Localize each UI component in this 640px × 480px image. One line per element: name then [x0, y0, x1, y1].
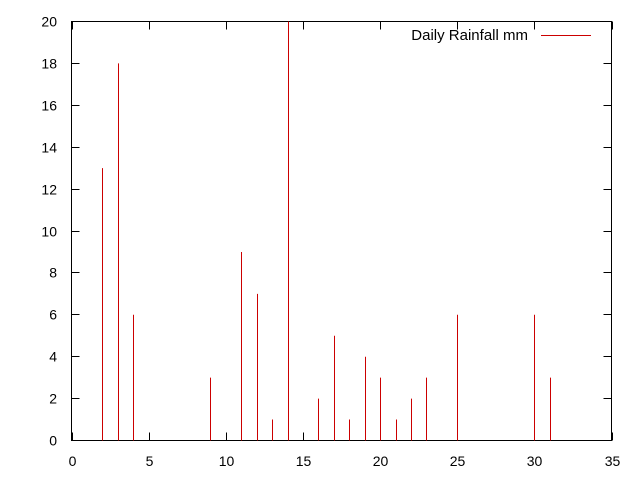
axis-tick-labels: 0 5 10 15 20 25 30 35 0 2 4 6 8 10 12 14 16 18 20: [41, 14, 620, 470]
y-tick-label: 8: [49, 265, 57, 281]
y-tick-label: 18: [41, 56, 57, 72]
y-tick-label: 2: [49, 391, 57, 407]
y-tick-label: 12: [41, 182, 57, 198]
x-tick-label: 25: [450, 453, 466, 469]
legend-label: Daily Rainfall mm: [411, 27, 528, 44]
x-tick-label: 15: [296, 453, 312, 469]
y-tick-label: 16: [41, 98, 57, 114]
plot-frame: [71, 21, 612, 441]
y-tick-label: 4: [49, 349, 57, 365]
rainfall-series: [102, 21, 551, 441]
legend: Daily Rainfall mm: [411, 27, 591, 44]
x-tick-label: 5: [146, 453, 154, 469]
axis-ticks: [71, 21, 613, 441]
y-tick-label: 6: [49, 307, 57, 323]
x-tick-label: 0: [69, 453, 77, 469]
x-tick-label: 30: [527, 453, 543, 469]
x-tick-label: 20: [373, 453, 389, 469]
y-tick-label: 10: [41, 224, 57, 240]
y-tick-label: 0: [49, 433, 57, 449]
y-tick-label: 20: [41, 14, 57, 30]
x-tick-label: 10: [219, 453, 235, 469]
x-tick-label: 35: [605, 453, 621, 469]
y-tick-label: 14: [41, 140, 57, 156]
